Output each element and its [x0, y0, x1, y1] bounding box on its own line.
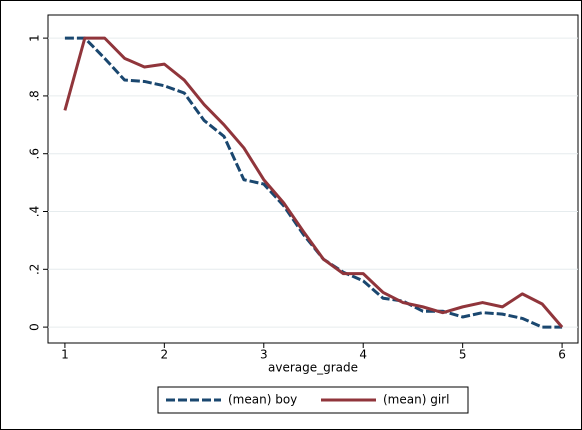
y-tick-label: .4	[28, 206, 42, 217]
x-tick-label: 2	[161, 348, 169, 362]
y-tick-label: .8	[28, 90, 42, 101]
x-tick-label: 4	[359, 348, 367, 362]
y-tick-label: 1	[28, 34, 42, 42]
x-tick-label: 1	[61, 348, 69, 362]
x-tick-label: 5	[459, 348, 467, 362]
plot-area	[47, 14, 579, 344]
y-tick-label: 0	[28, 323, 42, 331]
x-tick-label: 3	[260, 348, 268, 362]
series-line	[63, 36, 564, 329]
x-axis-title: average_grade	[268, 361, 358, 375]
y-tick-label: .6	[28, 148, 42, 159]
x-tick-label: 6	[558, 348, 566, 362]
legend-label: (mean) boy	[228, 393, 297, 407]
y-tick-label: .2	[28, 264, 42, 275]
legend-label: (mean) girl	[383, 393, 449, 407]
series-line	[64, 36, 563, 329]
